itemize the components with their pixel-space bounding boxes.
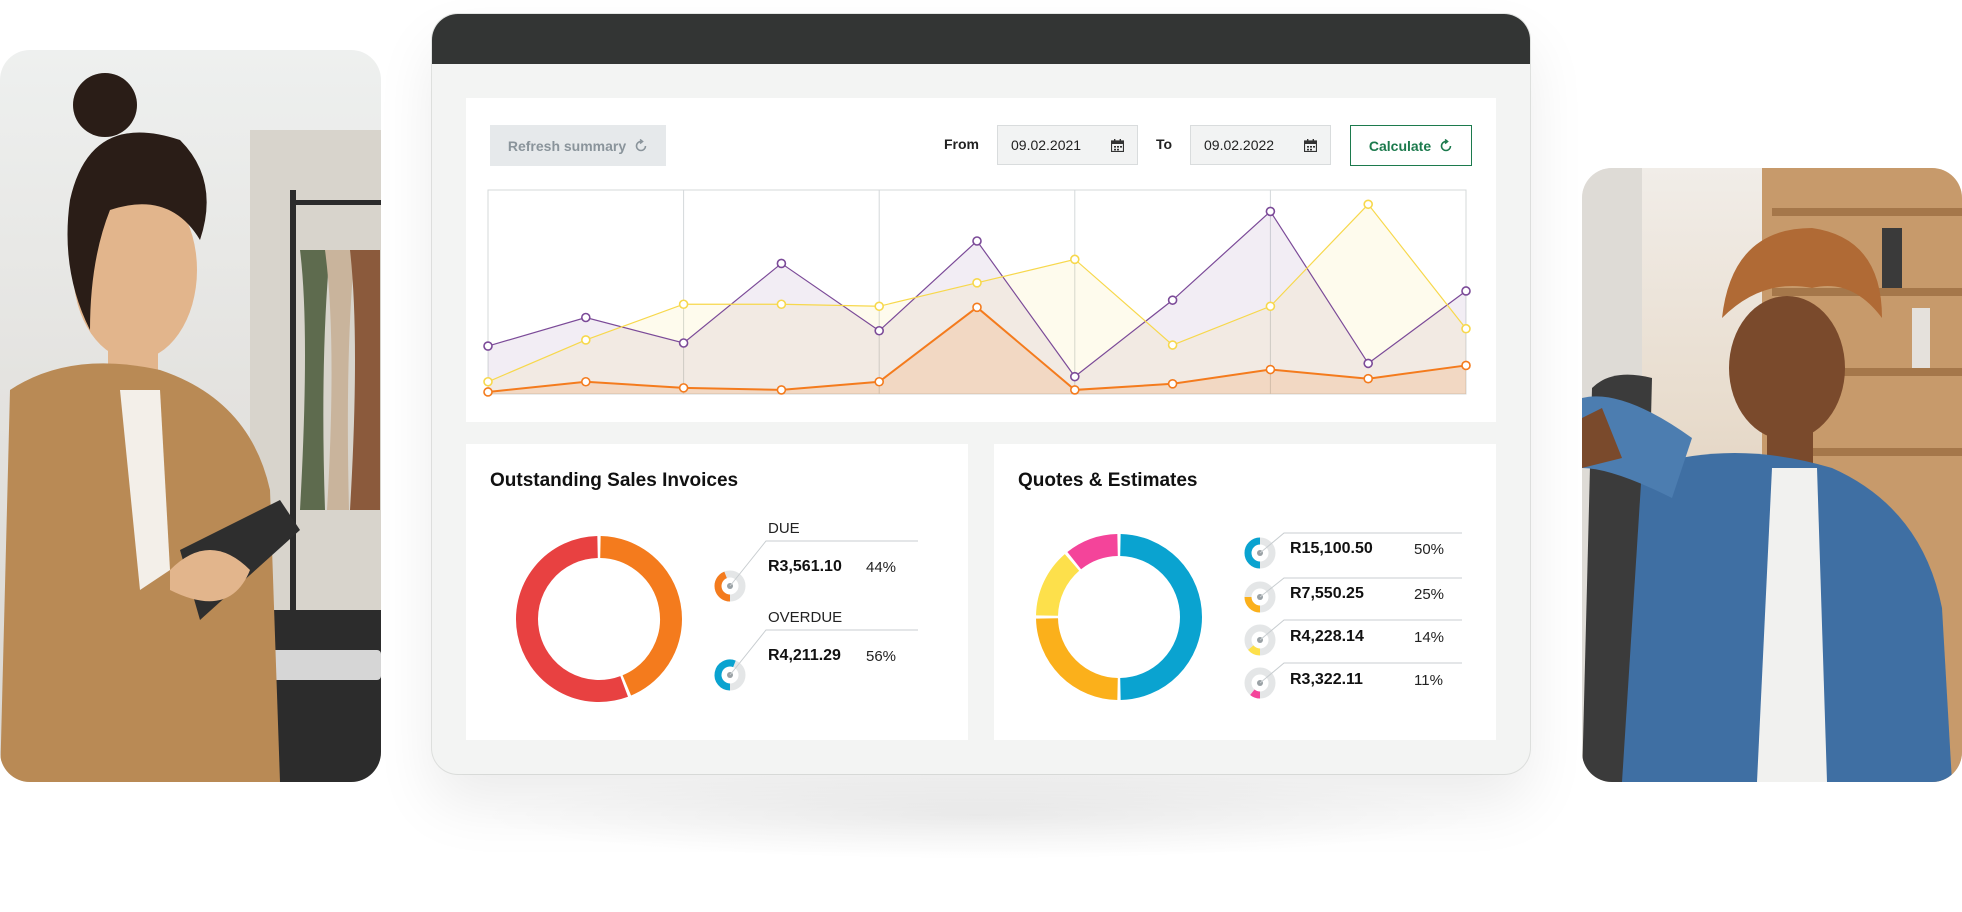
quote-leader-line-1 xyxy=(1259,532,1462,554)
quote-amount-2: R7,550.25 xyxy=(1290,585,1364,602)
refresh-icon xyxy=(635,138,647,151)
series-3-point-5 xyxy=(874,376,885,387)
man-illustration xyxy=(1582,168,1962,782)
series-1-point-2 xyxy=(581,312,591,323)
from-date-field[interactable]: 09.02.2021 xyxy=(997,125,1138,165)
series-1-point-6 xyxy=(972,236,982,246)
invoice-leader-line-2 xyxy=(729,629,918,676)
quote-gauge-2 xyxy=(1244,596,1261,613)
series-area-2 xyxy=(488,204,1466,394)
summary-area-chart xyxy=(483,189,1471,397)
quote-gauge-3 xyxy=(1248,645,1261,656)
overdue-amount: R4,211.29 xyxy=(768,647,841,664)
quotes-donut-chart xyxy=(1036,532,1462,700)
quote-amount-1: R15,100.50 xyxy=(1290,540,1373,557)
quotes-slice-3 xyxy=(1036,554,1080,617)
quote-percent-1: 50% xyxy=(1414,541,1445,558)
device-top-bar xyxy=(432,14,1530,64)
series-1-point-7 xyxy=(1069,371,1080,382)
quotes-slice-4 xyxy=(1067,534,1119,570)
series-3-point-10 xyxy=(1363,373,1374,384)
outstanding-invoices-card: Outstanding Sales Invoices DUE R3,561.10… xyxy=(466,444,968,740)
refresh-icon xyxy=(1440,138,1452,151)
invoices-slice-2 xyxy=(516,536,628,702)
to-label: To xyxy=(1156,136,1173,152)
series-1-point-4 xyxy=(776,258,787,269)
quote-gauge-1 xyxy=(1244,537,1261,569)
due-amount: R3,561.10 xyxy=(768,558,842,575)
photo-woman-with-tablet xyxy=(0,50,381,782)
calendar-icon[interactable] xyxy=(1111,138,1124,152)
quote-amount-4: R3,322.11 xyxy=(1290,671,1363,688)
quote-amount-3: R4,228.14 xyxy=(1290,628,1364,645)
quotes-slice-2 xyxy=(1036,617,1119,700)
series-2-point-4 xyxy=(776,299,787,310)
series-3-point-3 xyxy=(678,383,689,393)
series-3-point-11 xyxy=(1461,360,1471,371)
overdue-label: OVERDUE xyxy=(768,609,843,626)
series-2-point-10 xyxy=(1363,199,1374,210)
calculate-button[interactable]: Calculate xyxy=(1350,125,1472,166)
due-label: DUE xyxy=(768,520,800,537)
invoices-slice-1 xyxy=(599,536,682,696)
quotes-estimates-card: Quotes & Estimates R15,100.50 50% R7,550… xyxy=(994,444,1496,740)
quote-percent-2: 25% xyxy=(1414,586,1445,603)
series-3-point-8 xyxy=(1167,378,1178,389)
invoice-gauge-2 xyxy=(714,659,736,691)
dashboard-device: Refresh summary From 09.02.2021 To 09.02… xyxy=(432,14,1530,774)
series-3-point-2 xyxy=(581,376,591,387)
series-2-point-5 xyxy=(874,301,885,312)
series-1-point-3 xyxy=(678,338,689,348)
quote-gauge-4 xyxy=(1250,689,1261,699)
summary-chart-card: Refresh summary From 09.02.2021 To 09.02… xyxy=(466,98,1496,422)
series-2-point-7 xyxy=(1069,254,1080,265)
from-label: From xyxy=(944,136,979,152)
series-2-point-6 xyxy=(972,278,982,288)
due-percent: 44% xyxy=(866,559,897,576)
series-3-point-1 xyxy=(483,387,493,397)
series-3-point-6 xyxy=(972,302,982,313)
series-2-point-8 xyxy=(1167,340,1178,350)
quote-leader-line-4 xyxy=(1259,662,1462,684)
series-1-point-10 xyxy=(1363,358,1374,369)
series-2-point-3 xyxy=(678,299,689,310)
series-2-point-1 xyxy=(483,376,493,387)
device-shadow xyxy=(470,770,1490,860)
invoice-gauge-1 xyxy=(714,571,731,602)
series-3-point-7 xyxy=(1069,385,1080,395)
to-date-field[interactable]: 09.02.2022 xyxy=(1190,125,1331,165)
series-1-point-8 xyxy=(1167,295,1178,305)
invoices-title: Outstanding Sales Invoices xyxy=(490,470,739,491)
overdue-percent: 56% xyxy=(866,648,897,665)
quotes-title: Quotes & Estimates xyxy=(1018,470,1198,491)
quote-leader-line-3 xyxy=(1259,619,1462,641)
series-3-point-9 xyxy=(1265,364,1276,375)
quotes-slice-1 xyxy=(1119,534,1203,700)
to-date-value: 09.02.2022 xyxy=(1204,137,1275,153)
quote-percent-3: 14% xyxy=(1414,629,1445,646)
series-1-point-5 xyxy=(874,325,885,336)
calendar-icon[interactable] xyxy=(1304,138,1317,152)
quote-leader-line-2 xyxy=(1259,577,1462,598)
series-2-point-9 xyxy=(1265,301,1276,312)
series-1-point-9 xyxy=(1265,206,1276,217)
refresh-summary-button[interactable]: Refresh summary xyxy=(490,125,666,166)
invoices-donut-chart xyxy=(516,536,918,702)
woman-illustration xyxy=(0,73,381,782)
series-1-point-11 xyxy=(1461,286,1471,296)
series-1-point-1 xyxy=(483,341,493,351)
series-2-point-11 xyxy=(1461,323,1471,334)
series-3-point-4 xyxy=(776,385,787,395)
series-area-3 xyxy=(488,307,1466,394)
calculate-label: Calculate xyxy=(1368,137,1432,154)
photo-man-in-denim xyxy=(1582,168,1962,782)
series-2-point-2 xyxy=(581,335,591,345)
invoice-leader-line-1 xyxy=(729,540,918,587)
refresh-summary-label: Refresh summary xyxy=(507,137,627,154)
quote-percent-4: 11% xyxy=(1414,672,1443,689)
from-date-value: 09.02.2021 xyxy=(1011,137,1082,153)
